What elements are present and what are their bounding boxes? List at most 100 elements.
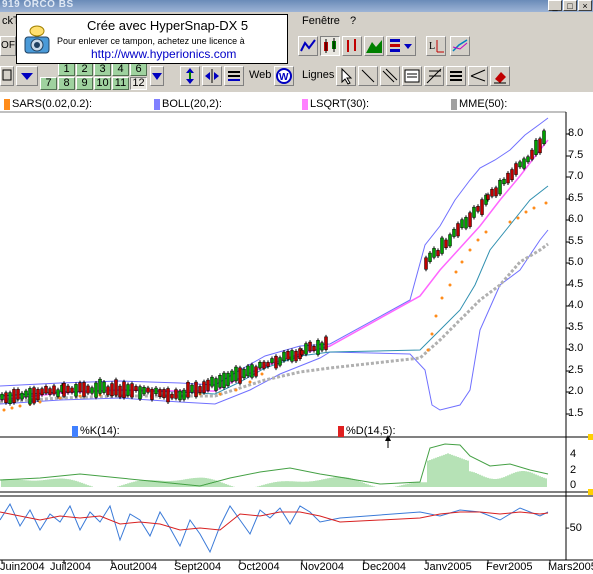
candle-body xyxy=(486,194,490,200)
candle-body xyxy=(78,382,82,393)
period-button-11[interactable]: 11 xyxy=(112,77,129,90)
period-button-8[interactable]: 8 xyxy=(58,77,75,90)
candle-body xyxy=(530,149,534,160)
d-legend[interactable]: %D(14,5): xyxy=(346,425,396,437)
maximize-button[interactable]: □ xyxy=(563,0,577,11)
toolbar-open-button[interactable]: OF xyxy=(0,36,16,56)
candle-body xyxy=(174,389,178,399)
candle-body xyxy=(202,381,206,394)
menu-item-fragment[interactable]: ckT xyxy=(2,15,20,27)
lignes-label: Lignes xyxy=(302,69,335,81)
candle-body xyxy=(56,389,60,397)
candle-body xyxy=(308,341,312,352)
candle-body xyxy=(218,375,222,388)
line-chart-icon xyxy=(300,39,316,52)
candle-body xyxy=(0,393,4,400)
eraser-tool-button[interactable] xyxy=(490,66,510,86)
horizontal-zoom-icon xyxy=(205,69,219,83)
stamp-url-link[interactable]: http://www.hyperionics.com xyxy=(91,47,237,61)
candle-body xyxy=(210,376,214,387)
volume-dropdown-button[interactable] xyxy=(386,36,416,56)
mme-legend[interactable]: MME(50): xyxy=(459,98,508,110)
cursor-arrow-icon xyxy=(341,67,353,85)
candle-body xyxy=(48,388,52,395)
candle-body xyxy=(282,351,286,362)
sars-legend[interactable]: SARS(0.02,0.2): xyxy=(12,98,93,110)
candle-body xyxy=(170,393,174,399)
trend-icon xyxy=(452,39,468,52)
candle-body xyxy=(32,387,36,404)
candle-body xyxy=(226,372,230,386)
text-tool-button[interactable] xyxy=(402,66,422,86)
candle-body xyxy=(62,383,66,397)
chevron-down-icon xyxy=(21,73,33,80)
candle-body xyxy=(498,179,502,195)
candle-body xyxy=(40,388,44,396)
time-label-janv2005: Janv2005 xyxy=(424,561,472,573)
candle-body xyxy=(534,139,538,155)
candle-body xyxy=(12,389,16,403)
axis-scale-icon: L xyxy=(429,40,444,53)
zoom-vertical-button[interactable] xyxy=(180,66,200,86)
toolbar2-left-button[interactable] xyxy=(0,66,14,86)
candle-body xyxy=(250,364,254,378)
candle-body xyxy=(424,257,428,270)
candle-body xyxy=(70,387,74,393)
candle-body xyxy=(290,350,294,362)
osc-tick-minus-50: -50 xyxy=(566,522,582,534)
close-button[interactable]: × xyxy=(578,0,592,11)
horizontal-lines-tool-button[interactable] xyxy=(446,66,466,86)
lsqrt-legend[interactable]: LSQRT(30): xyxy=(310,98,370,110)
scale-button[interactable]: L xyxy=(426,36,446,56)
candle-body xyxy=(66,385,70,393)
minimize-button[interactable]: _ xyxy=(548,0,562,11)
price-tick-5-0: 5.0 xyxy=(568,256,584,268)
candle-body xyxy=(222,372,226,388)
menu-item-help[interactable]: ? xyxy=(350,15,357,27)
boll-legend[interactable]: BOLL(20,2): xyxy=(162,98,222,110)
trend-button[interactable] xyxy=(450,36,470,56)
period-button-9[interactable]: 9 xyxy=(76,77,93,90)
candle-body xyxy=(138,386,142,400)
sars-dots xyxy=(2,201,548,412)
stoch-tick-4: 4 xyxy=(570,448,577,460)
window-title: 919 ORCO BS xyxy=(2,0,74,10)
candle-body xyxy=(206,379,210,391)
period-button-10[interactable]: 10 xyxy=(94,77,111,90)
area-chart-button[interactable] xyxy=(364,36,384,56)
candle-body xyxy=(320,342,324,351)
price-tick-8-0: 8.0 xyxy=(568,127,584,139)
zoom-horizontal-button[interactable] xyxy=(202,66,222,86)
candle-body xyxy=(480,199,484,215)
bar-chart-button[interactable] xyxy=(342,36,362,56)
candle-body xyxy=(262,361,266,369)
k-legend[interactable]: %K(14): xyxy=(80,425,120,437)
pointer-tool-button[interactable] xyxy=(336,66,356,86)
web-button[interactable]: W xyxy=(274,66,294,86)
candle-body xyxy=(194,381,198,397)
line-tool-button[interactable] xyxy=(358,66,378,86)
stamp-license-text: Pour enlever ce tampon, achetez une lice… xyxy=(57,36,245,46)
candle-body xyxy=(178,390,182,401)
parallel-lines-tool-button[interactable] xyxy=(380,66,400,86)
candle-body xyxy=(186,381,190,398)
candlestick-button[interactable] xyxy=(320,36,340,56)
svg-text:W: W xyxy=(279,72,289,83)
period-button-12[interactable]: 12 xyxy=(130,77,147,90)
svg-text:L: L xyxy=(429,41,435,52)
fan-tool-button[interactable] xyxy=(468,66,488,86)
candle-body xyxy=(122,381,126,398)
candle-body xyxy=(294,350,298,362)
candle-body xyxy=(44,386,48,394)
time-label-aout2004: Aout2004 xyxy=(110,561,158,573)
period-dropdown-button[interactable] xyxy=(16,66,38,86)
fibonacci-icon xyxy=(426,68,442,84)
period-button-7[interactable]: 7 xyxy=(40,77,57,90)
menu-item-fenetre[interactable]: Fenêtre xyxy=(302,15,340,27)
fibonacci-tool-button[interactable] xyxy=(424,66,444,86)
period-arrow-button[interactable] xyxy=(150,66,164,86)
price-tick-2-5: 2.5 xyxy=(568,364,584,376)
indicator-list-button[interactable] xyxy=(224,66,244,86)
line-chart-button[interactable] xyxy=(298,36,318,56)
